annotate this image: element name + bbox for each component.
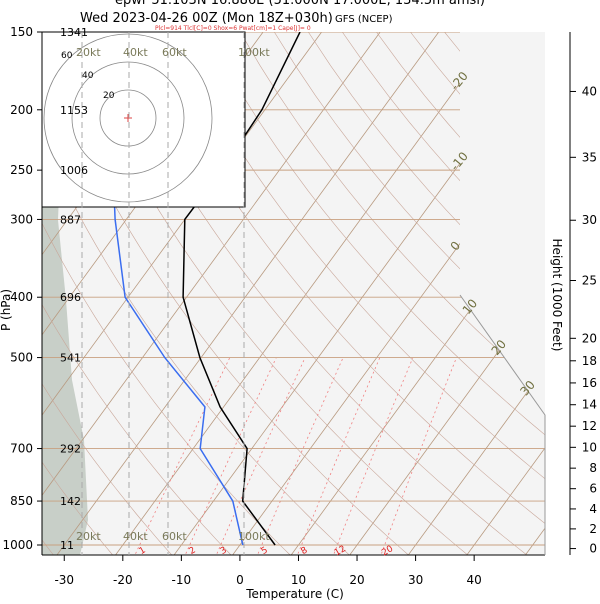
level-height: 1341	[60, 26, 88, 39]
wind-speed-label: 60kt	[162, 530, 187, 543]
y2-tick-label: 30	[582, 213, 597, 227]
indices: Plcl=914 Tlcl[C]=0 Shox=6 Pwat[cm]=1 Cap…	[155, 25, 311, 32]
y2-axis-label: Height (1000 Feet)	[550, 239, 564, 352]
wind-speed-label: 20kt	[76, 530, 101, 543]
y-tick-label: 250	[10, 163, 33, 177]
title: epwr 51.103N 16.886E (51.000N 17.000E, 1…	[115, 0, 485, 8]
y2-tick-label: 8	[589, 461, 597, 475]
hodograph-ring-label: 20	[103, 91, 115, 101]
y-tick-label: 150	[10, 25, 33, 39]
y2-tick-label: 14	[582, 398, 597, 412]
y2-tick-label: 18	[582, 354, 597, 368]
x-tick-label: 0	[236, 573, 244, 587]
wind-speed-label: 100kt	[238, 530, 270, 543]
y2-tick-label: 12	[582, 419, 597, 433]
y-tick-label: 1000	[2, 538, 33, 552]
level-height: 11	[60, 539, 74, 552]
x-axis-label: Temperature (C)	[245, 587, 344, 600]
y2-tick-label: 2	[589, 522, 597, 536]
y-tick-label: 700	[10, 442, 33, 456]
level-height: 696	[60, 291, 81, 304]
wind-speed-label: 40kt	[123, 530, 148, 543]
y-tick-label: 200	[10, 103, 33, 117]
x-tick-label: 20	[349, 573, 364, 587]
wind-speed-label: 60kt	[162, 46, 187, 59]
y2-tick-label: 16	[582, 376, 597, 390]
level-height: 1153	[60, 104, 88, 117]
y2-tick-label: 20	[582, 331, 597, 345]
x-tick-label: -10	[172, 573, 192, 587]
y2-tick-label: 10	[582, 440, 597, 454]
y2-tick-label: 25	[582, 274, 597, 288]
dry-adiabat	[581, 32, 600, 558]
level-height: 1006	[60, 164, 88, 177]
x-tick-label: -20	[113, 573, 133, 587]
y-tick-label: 850	[10, 494, 33, 508]
level-height: 541	[60, 352, 81, 365]
model: GFS (NCEP)	[335, 14, 393, 25]
x-tick-label: 40	[467, 573, 482, 587]
y-tick-label: 400	[10, 290, 33, 304]
level-height: 887	[60, 213, 81, 226]
x-tick-label: 10	[291, 573, 306, 587]
x-tick-label: -30	[54, 573, 74, 587]
y2-tick-label: 0	[589, 542, 597, 556]
hodograph-ring-label: 40	[82, 71, 94, 81]
level-height: 142	[60, 495, 81, 508]
y2-tick-label: 4	[589, 502, 597, 516]
wind-speed-label: 40kt	[123, 46, 148, 59]
y2-tick-label: 6	[589, 482, 597, 496]
hodograph-ring-label: 60	[61, 51, 73, 61]
y-tick-label: 500	[10, 351, 33, 365]
wind-speed-label: 20kt	[76, 46, 101, 59]
x-tick-label: 30	[408, 573, 423, 587]
y2-tick-label: 35	[582, 150, 597, 164]
y-tick-label: 300	[10, 212, 33, 226]
y2-tick-label: 40	[582, 84, 597, 98]
wind-speed-label: 100kt	[238, 46, 270, 59]
level-height: 292	[60, 443, 81, 456]
subtitle: Wed 2023-04-26 00Z (Mon 18Z+030h)	[80, 11, 333, 26]
